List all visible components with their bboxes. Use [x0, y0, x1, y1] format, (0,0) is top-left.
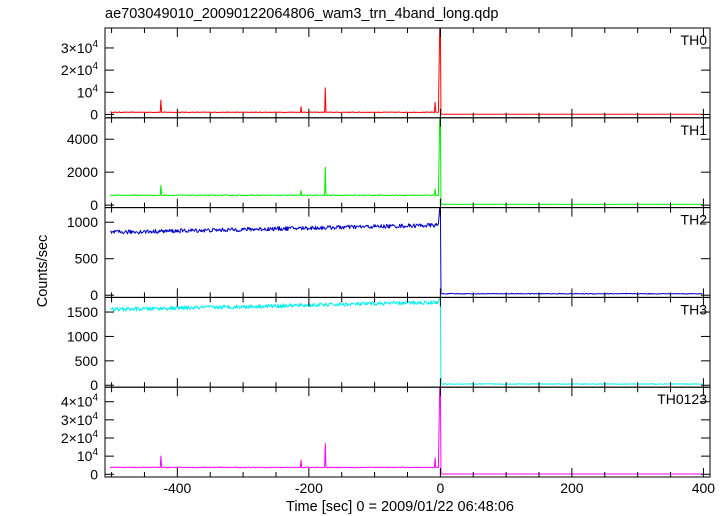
panel-th2: 0 500 1000 TH2 — [67, 207, 711, 303]
panel-label: TH3 — [681, 301, 708, 317]
panel-label: TH1 — [681, 122, 708, 138]
y-tick-label: 1000 — [67, 328, 98, 344]
y-tick-label: 0 — [90, 466, 98, 482]
y-tick-label: 4×104 — [61, 393, 99, 410]
chart-title: ae703049010_20090122064806_wam3_trn_4ban… — [105, 6, 498, 22]
y-tick-label: 500 — [75, 251, 99, 267]
y-tick-label: 3×104 — [61, 39, 99, 56]
y-tick-label: 500 — [75, 353, 99, 369]
x-tick-label: -400 — [163, 480, 191, 496]
y-tick-label: 1000 — [67, 214, 98, 230]
y-tick-label: 2000 — [67, 164, 98, 180]
panel-frame — [104, 207, 711, 298]
y-tick-label: 0 — [90, 287, 98, 303]
panel-label: TH0 — [681, 32, 708, 48]
y-tick-label: 4000 — [67, 131, 98, 147]
y-tick-label: 1500 — [67, 304, 98, 320]
y-tick-label: 0 — [90, 377, 98, 393]
y-tick-label: 0 — [90, 197, 98, 213]
x-tick-label: -200 — [295, 480, 323, 496]
y-tick-label: 2×104 — [61, 61, 99, 78]
x-tick-label: 400 — [692, 480, 716, 496]
series-line-th0123 — [109, 387, 703, 475]
x-tick-label: 0 — [436, 480, 444, 496]
y-tick-label: 3×104 — [61, 411, 99, 428]
panel-th3: 0 500 1000 1500 TH3 — [67, 296, 711, 393]
panel-frame — [104, 117, 711, 209]
panel-frame — [104, 296, 711, 388]
panel-label: TH2 — [681, 212, 708, 228]
panel-frame — [104, 27, 711, 119]
series-line-th0 — [109, 28, 703, 115]
x-axis-label: Time [sec] 0 = 2009/01/22 06:48:06 — [286, 499, 514, 515]
series-line-th3 — [110, 297, 703, 385]
series-line-th1 — [110, 117, 703, 205]
panel-th0: 0 104 2×104 3×104 TH0 — [61, 27, 711, 122]
panel-frame — [104, 386, 711, 478]
y-tick-label: 2×104 — [61, 429, 99, 446]
y-tick-label: 0 — [90, 106, 98, 122]
y-tick-label: 104 — [77, 83, 99, 100]
panel-th1: 0 2000 4000 TH1 — [67, 117, 711, 213]
y-tick-label: 104 — [77, 447, 99, 464]
x-tick-label: 200 — [560, 480, 584, 496]
series-line-th2 — [110, 207, 703, 295]
y-axis-label: Counts/sec — [35, 235, 51, 308]
panel-label: TH0123 — [657, 391, 707, 407]
